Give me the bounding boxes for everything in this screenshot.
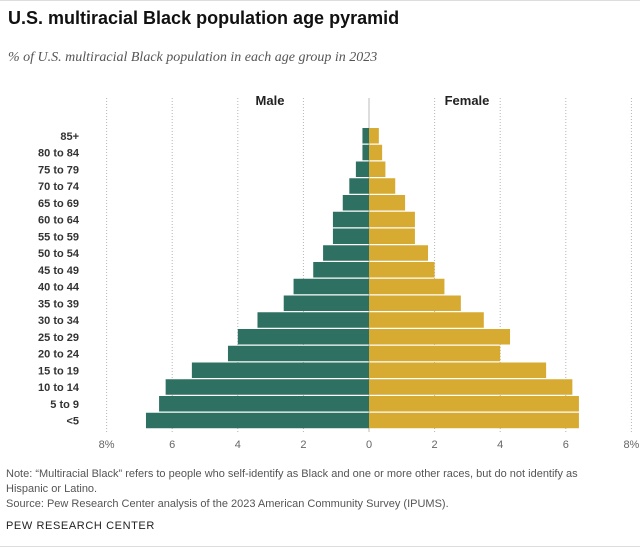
- category-label: 85+: [60, 131, 79, 143]
- male-bar: [227, 345, 369, 362]
- pyramid-chart: 85+ 80 to 84 75 to 79 70 to 74 65 to 69 60 to…: [38, 93, 640, 451]
- female-bar: [369, 178, 396, 194]
- bottom-divider: [0, 546, 640, 547]
- source-line: Source: Pew Research Center analysis of …: [6, 498, 449, 510]
- female-bar: [369, 245, 429, 261]
- female-bar: [369, 211, 415, 228]
- tick-label: 6: [169, 439, 175, 451]
- tick-label: 0: [366, 439, 372, 451]
- male-bar: [165, 379, 369, 395]
- category-labels: 85+ 80 to 84 75 to 79 70 to 74 65 to 69 60 to…: [38, 131, 80, 428]
- category-label: <5: [66, 416, 79, 428]
- top-divider: [0, 0, 640, 1]
- category-label: 75 to 79: [38, 164, 79, 176]
- category-label: 40 to 44: [38, 282, 80, 294]
- tick-label: 4: [497, 439, 503, 451]
- male-bar: [237, 329, 369, 345]
- category-label: 20 to 24: [38, 349, 80, 361]
- male-bar: [342, 195, 369, 211]
- brand-label: PEW RESEARCH CENTER: [6, 520, 155, 532]
- female-bar: [369, 345, 501, 362]
- bars: [145, 128, 579, 429]
- female-bar: [369, 295, 461, 311]
- female-bar: [369, 329, 511, 345]
- female-bar: [369, 278, 445, 295]
- tick-labels: 8% 6 4 2 0 2 4 6 8%: [99, 439, 640, 451]
- male-bar: [332, 211, 369, 228]
- male-bar: [257, 312, 369, 328]
- male-bar: [191, 362, 369, 378]
- male-bar: [362, 128, 369, 144]
- male-bar: [362, 144, 369, 161]
- tick-label: 2: [300, 439, 306, 451]
- tick-label: 2: [432, 439, 438, 451]
- female-bar: [369, 195, 406, 211]
- category-label: 5 to 9: [50, 399, 79, 411]
- male-bar: [323, 245, 369, 261]
- female-bar: [369, 362, 547, 378]
- tick-label: 4: [235, 439, 241, 451]
- category-label: 60 to 64: [38, 215, 80, 227]
- note-line-1: Note: “Multiracial Black” refers to peop…: [6, 468, 578, 480]
- category-label: 30 to 34: [38, 315, 80, 327]
- category-label: 50 to 54: [38, 248, 80, 260]
- male-bar: [332, 228, 369, 244]
- tick-label: 6: [563, 439, 569, 451]
- female-bar: [369, 396, 579, 412]
- category-label: 80 to 84: [38, 148, 80, 160]
- tick-label: 8%: [99, 439, 115, 451]
- male-bar: [355, 161, 369, 177]
- note-line-2: Hispanic or Latino.: [6, 483, 98, 495]
- category-label: 25 to 29: [38, 332, 79, 344]
- male-bar: [313, 262, 369, 278]
- female-bar: [369, 379, 573, 395]
- male-bar: [283, 295, 369, 311]
- female-bar: [369, 161, 386, 177]
- male-bar: [159, 396, 369, 412]
- tick-label: 8%: [623, 439, 639, 451]
- category-label: 15 to 19: [38, 365, 79, 377]
- legend-male: Male: [256, 93, 285, 108]
- female-bar: [369, 144, 383, 161]
- category-label: 35 to 39: [38, 298, 79, 310]
- category-label: 65 to 69: [38, 198, 79, 210]
- category-label: 10 to 14: [38, 382, 80, 394]
- male-bar: [349, 178, 369, 194]
- male-bar: [293, 278, 369, 295]
- female-bar: [369, 228, 415, 244]
- male-bar: [145, 412, 369, 429]
- legend-female: Female: [445, 93, 490, 108]
- female-bar: [369, 128, 379, 144]
- category-label: 70 to 74: [38, 181, 80, 193]
- category-label: 45 to 49: [38, 265, 79, 277]
- category-label: 55 to 59: [38, 231, 79, 243]
- female-bar: [369, 412, 579, 429]
- female-bar: [369, 262, 435, 278]
- chart-subtitle: % of U.S. multiracial Black population i…: [8, 50, 378, 65]
- footnotes: Note: “Multiracial Black” refers to peop…: [6, 467, 632, 512]
- chart-title: U.S. multiracial Black population age py…: [8, 8, 400, 28]
- female-bar: [369, 312, 484, 328]
